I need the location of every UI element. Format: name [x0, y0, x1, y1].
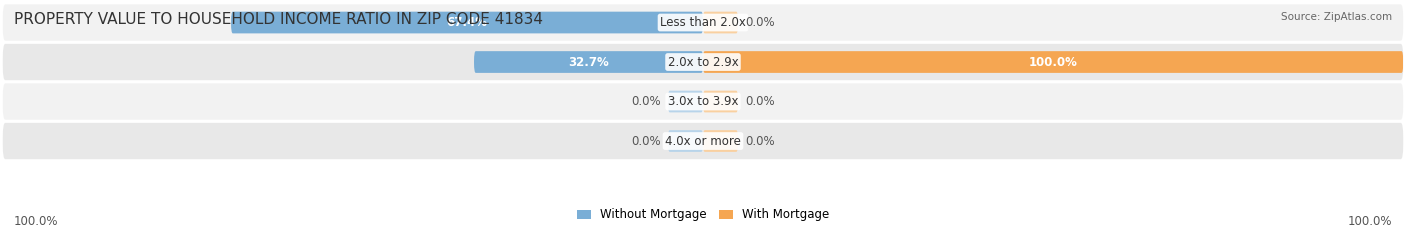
Text: 100.0%: 100.0%	[1347, 215, 1392, 228]
Text: 0.0%: 0.0%	[745, 16, 775, 29]
FancyBboxPatch shape	[668, 130, 703, 152]
Text: 4.0x or more: 4.0x or more	[665, 134, 741, 147]
Text: 3.0x to 3.9x: 3.0x to 3.9x	[668, 95, 738, 108]
Legend: Without Mortgage, With Mortgage: Without Mortgage, With Mortgage	[576, 208, 830, 221]
Text: 0.0%: 0.0%	[745, 134, 775, 147]
FancyBboxPatch shape	[3, 44, 1403, 80]
Text: PROPERTY VALUE TO HOUSEHOLD INCOME RATIO IN ZIP CODE 41834: PROPERTY VALUE TO HOUSEHOLD INCOME RATIO…	[14, 12, 543, 27]
FancyBboxPatch shape	[3, 4, 1403, 41]
FancyBboxPatch shape	[703, 51, 1403, 73]
FancyBboxPatch shape	[3, 123, 1403, 159]
Text: 2.0x to 2.9x: 2.0x to 2.9x	[668, 55, 738, 69]
Text: Less than 2.0x: Less than 2.0x	[659, 16, 747, 29]
Text: Source: ZipAtlas.com: Source: ZipAtlas.com	[1281, 12, 1392, 22]
Text: 0.0%: 0.0%	[631, 95, 661, 108]
FancyBboxPatch shape	[703, 130, 738, 152]
FancyBboxPatch shape	[231, 12, 703, 33]
FancyBboxPatch shape	[474, 51, 703, 73]
FancyBboxPatch shape	[703, 12, 738, 33]
FancyBboxPatch shape	[668, 91, 703, 112]
Text: 100.0%: 100.0%	[14, 215, 59, 228]
FancyBboxPatch shape	[703, 91, 738, 112]
Text: 0.0%: 0.0%	[745, 95, 775, 108]
FancyBboxPatch shape	[3, 83, 1403, 120]
Text: 0.0%: 0.0%	[631, 134, 661, 147]
Text: 100.0%: 100.0%	[1029, 55, 1077, 69]
Text: 32.7%: 32.7%	[568, 55, 609, 69]
Text: 67.4%: 67.4%	[447, 16, 488, 29]
